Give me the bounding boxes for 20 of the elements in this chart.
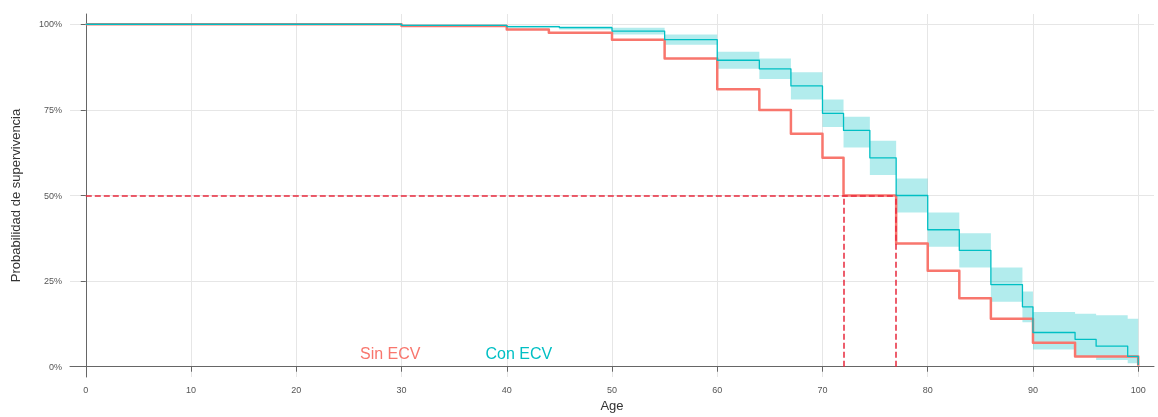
x-tick-label: 10	[186, 384, 197, 395]
x-tick-label: 0	[83, 384, 89, 395]
y-tick-label: 75%	[43, 104, 62, 115]
x-tick-label: 80	[922, 384, 933, 395]
x-tick-label: 20	[291, 384, 302, 395]
y-tick-label: 25%	[43, 276, 62, 287]
x-tick-label: 30	[396, 384, 407, 395]
text: Sin ECV	[360, 344, 421, 362]
y-axis-title: Probabilidad de supervivencia	[8, 108, 23, 283]
x-tick-label: 100	[1130, 384, 1146, 395]
x-tick-label: 70	[817, 384, 828, 395]
x-tick-label: 60	[712, 384, 723, 395]
x-axis-title: Age	[600, 398, 624, 413]
y-tick-label: 0%	[48, 361, 62, 372]
y-tick-label: 50%	[43, 190, 62, 201]
text: Con ECV	[485, 344, 553, 362]
x-tick-label: 90	[1027, 384, 1038, 395]
x-tick-label: 50	[606, 384, 618, 395]
x-tick-label: 40	[501, 384, 512, 395]
y-tick-label: 100%	[38, 19, 62, 30]
